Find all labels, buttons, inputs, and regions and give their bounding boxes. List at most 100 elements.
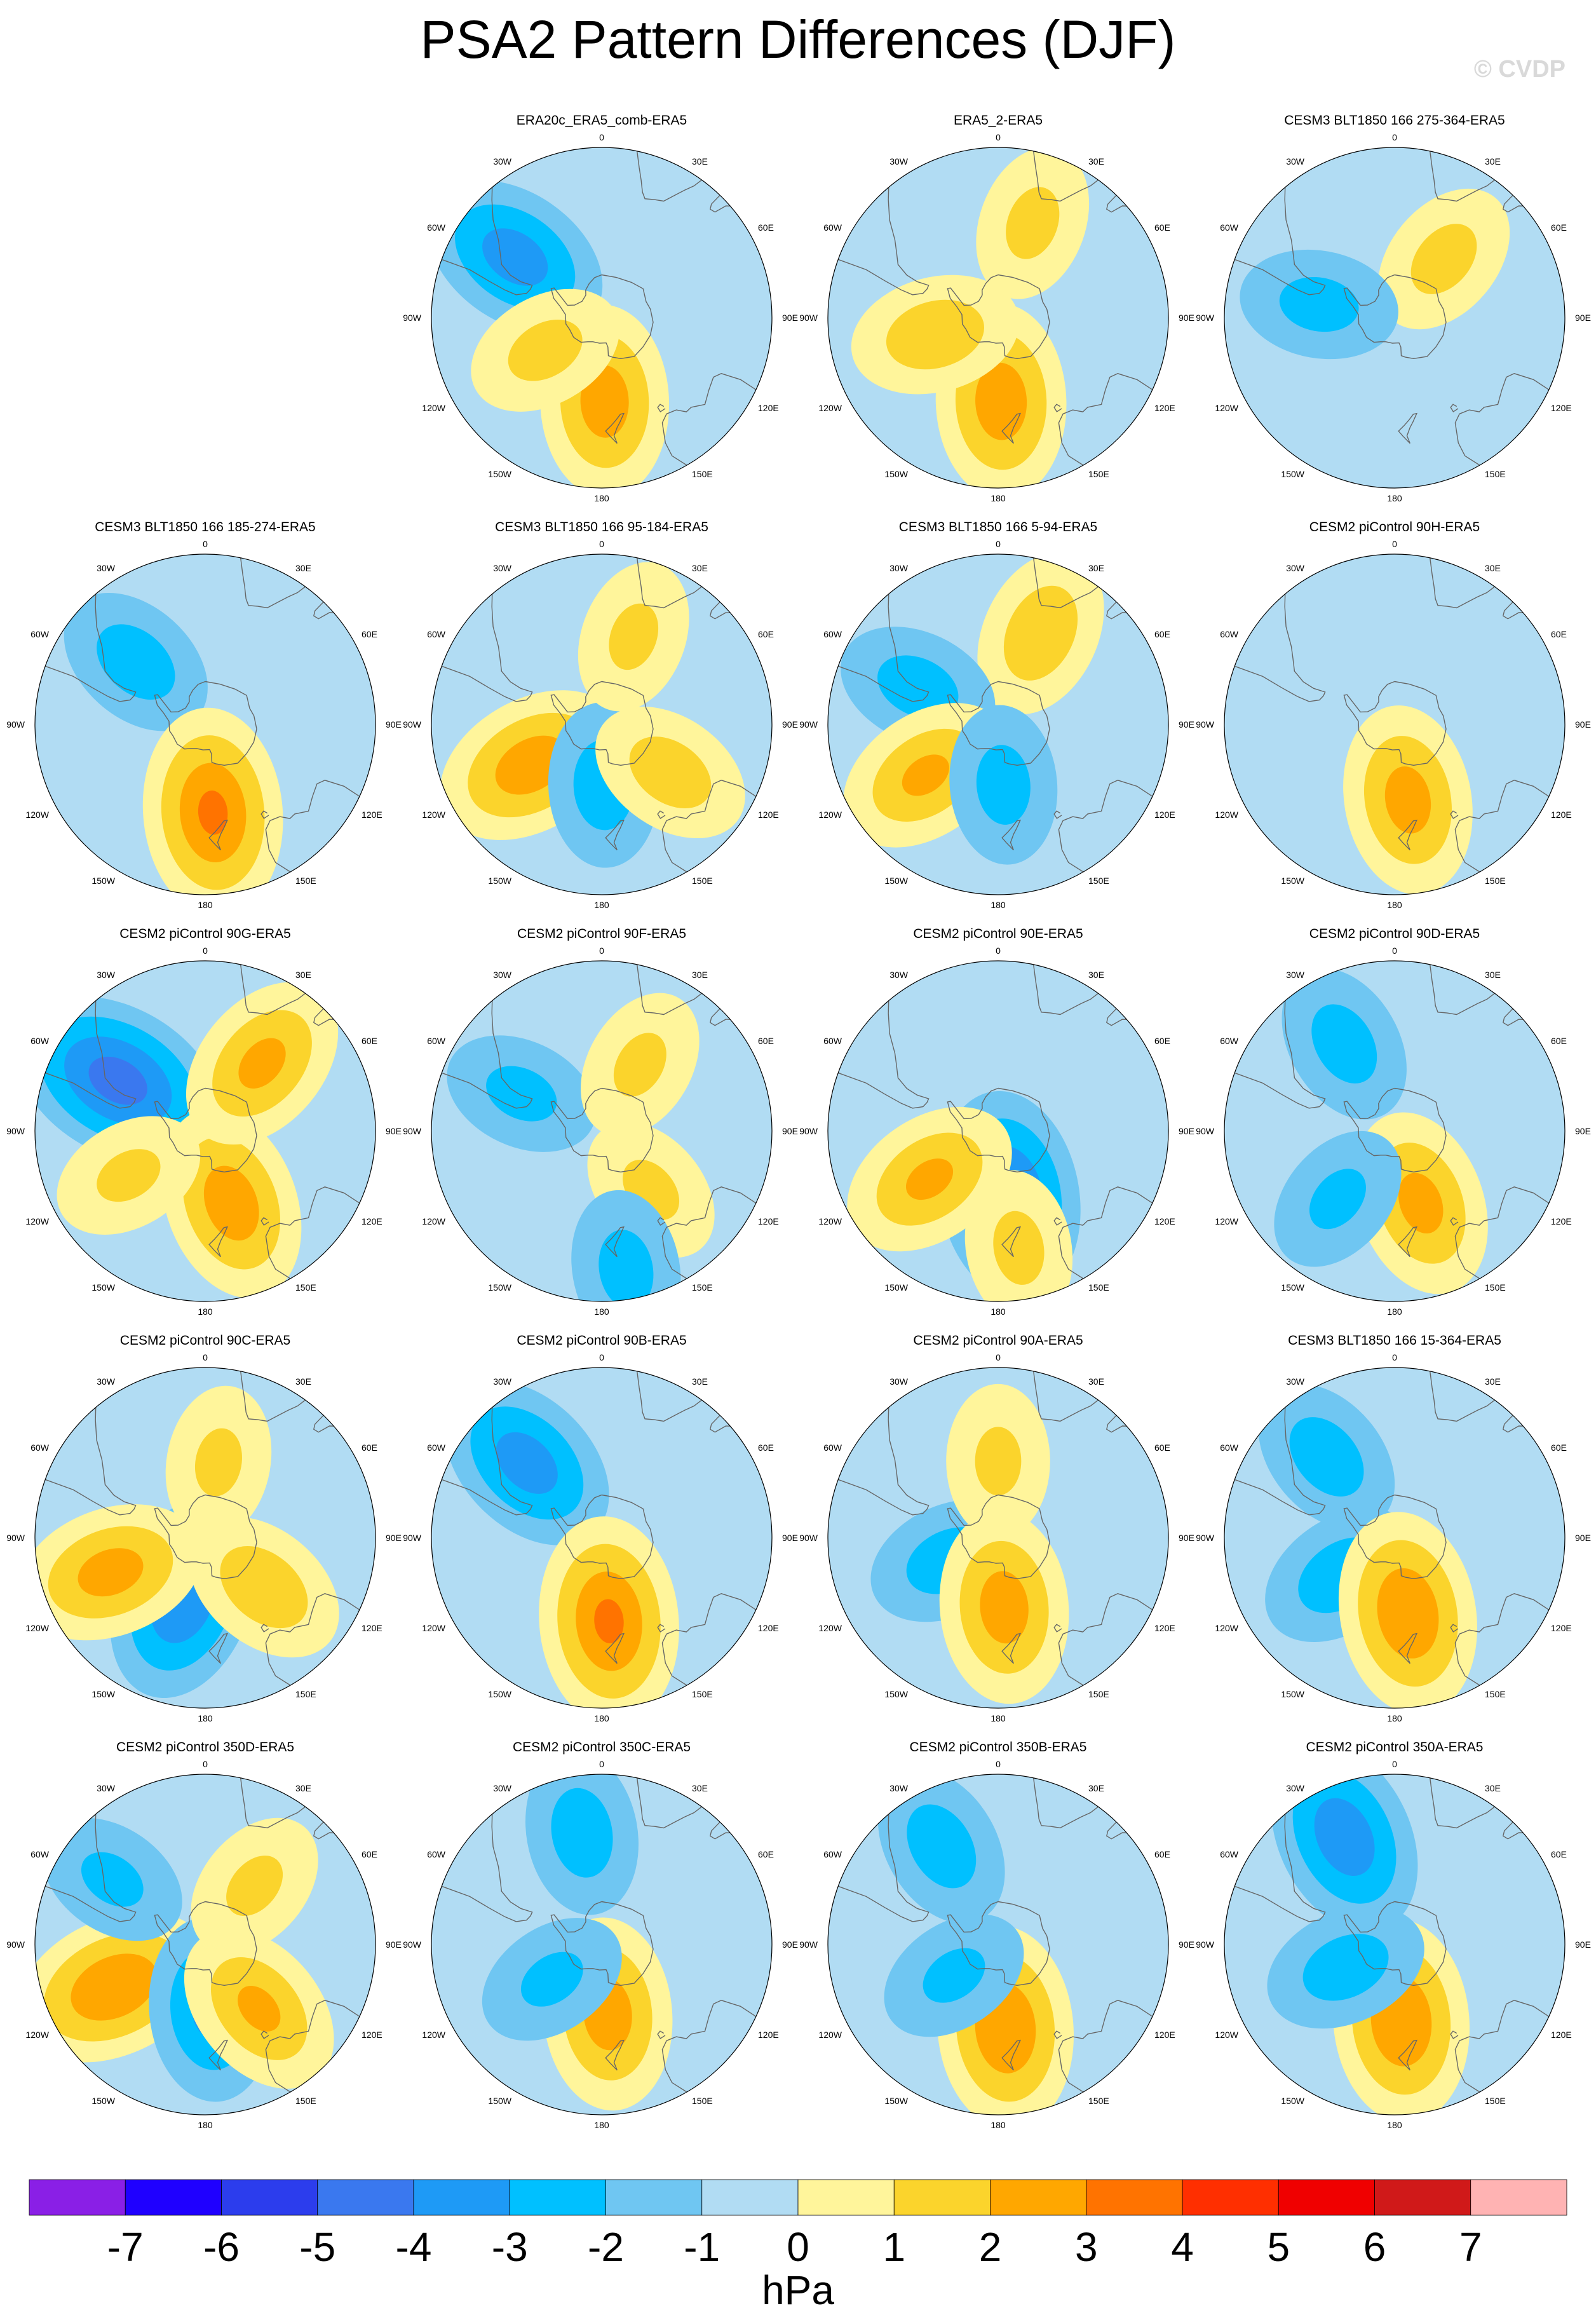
panel-title: CESM3 BLT1850 166 185-274-ERA5	[95, 520, 315, 534]
coastline	[710, 601, 731, 620]
coastline	[657, 404, 666, 412]
panel-title: CESM2 piControl 350C-ERA5	[513, 1740, 691, 1755]
longitude-label: 30W	[889, 1783, 909, 1793]
longitude-label: 120E	[1154, 1623, 1175, 1633]
coastline	[1001, 819, 1021, 851]
positive-anomaly-contour	[1398, 1172, 1444, 1234]
coastline	[657, 1624, 666, 1633]
longitude-label: 180	[198, 2120, 213, 2130]
coastline	[947, 1087, 1050, 1173]
positive-anomaly-contour	[993, 1211, 1045, 1285]
coastline	[1398, 2039, 1417, 2071]
panel-title: ERA20c_ERA5_comb-ERA5	[517, 113, 687, 128]
coastline	[260, 1624, 269, 1633]
longitude-label: 60W	[1220, 1036, 1239, 1046]
colorbar-swatch	[701, 2179, 799, 2216]
colorbar-swatch	[1182, 2179, 1279, 2216]
coastline	[637, 1371, 702, 1422]
coastline	[240, 1777, 306, 1829]
longitude-label: 120W	[818, 2030, 842, 2040]
main-title: PSA2 Pattern Differences (DJF)	[420, 10, 1176, 69]
negative-anomaly-contour	[1314, 1798, 1375, 1877]
longitude-label: 60W	[1220, 1849, 1239, 1859]
longitude-label: 180	[1387, 2120, 1402, 2130]
coastline	[154, 681, 257, 766]
coastline	[550, 1494, 654, 1580]
longitude-label: 30E	[692, 563, 708, 573]
longitude-label: 0	[996, 132, 1001, 142]
longitude-label: 60W	[30, 629, 50, 639]
longitude-label: 180	[198, 1713, 213, 1723]
longitude-label: 120W	[25, 1623, 49, 1633]
coastline	[710, 1008, 731, 1026]
negative-anomaly-contour	[1302, 1934, 1389, 2001]
longitude-label: 0	[1392, 539, 1397, 549]
longitude-label: 90W	[1196, 1126, 1215, 1136]
longitude-label: 150E	[692, 1689, 713, 1699]
longitude-label: 90W	[799, 1533, 818, 1543]
longitude-label: 30E	[692, 156, 708, 166]
longitude-label: 150E	[1088, 1282, 1109, 1293]
longitude-label: 120E	[1551, 810, 1572, 820]
longitude-label: 120W	[422, 810, 445, 820]
coastline	[657, 810, 666, 819]
coastline	[947, 1494, 1050, 1580]
longitude-label: 120W	[422, 1623, 445, 1633]
positive-anomaly-contour	[1410, 224, 1477, 294]
longitude-label: 90W	[799, 313, 818, 323]
longitude-label: 30W	[1286, 156, 1305, 166]
map-panel: CESM2 piControl 90E-ERA5 0 30E 60E 90E 120E 15…	[799, 927, 1194, 1317]
longitude-label: 60E	[1551, 1849, 1567, 1859]
positive-anomaly-contour	[71, 1953, 158, 2021]
panel-title: CESM2 piControl 90D-ERA5	[1309, 927, 1480, 941]
longitude-label: 180	[991, 493, 1006, 503]
longitude-label: 120W	[1215, 403, 1238, 413]
colorbar-swatch	[509, 2179, 606, 2216]
longitude-label: 90W	[403, 719, 422, 730]
longitude-label: 0	[599, 132, 604, 142]
longitude-label: 150E	[1485, 1282, 1506, 1293]
coastline	[1450, 810, 1459, 819]
map-panel: CESM3 BLT1850 166 5-94-ERA5 0 30E 60E 90E 120…	[799, 520, 1194, 910]
longitude-label: 60W	[1220, 1443, 1239, 1453]
longitude-label: 30W	[97, 970, 116, 980]
longitude-label: 90E	[1179, 1533, 1194, 1543]
longitude-label: 0	[203, 539, 208, 549]
colorbar-swatch	[29, 2179, 126, 2216]
longitude-label: 30W	[1286, 563, 1305, 573]
map-panel: CESM3 BLT1850 166 185-274-ERA5 0 30E 60E 90E…	[6, 520, 402, 910]
longitude-label: 60W	[427, 1036, 446, 1046]
coastline	[1430, 557, 1495, 609]
coastline	[1033, 1371, 1099, 1422]
positive-anomaly-contour	[220, 1545, 308, 1629]
coastline	[1454, 2000, 1550, 2093]
coastline	[1106, 1008, 1127, 1026]
longitude-label: 180	[1387, 900, 1402, 910]
panel-title: CESM2 piControl 90B-ERA5	[517, 1333, 686, 1348]
longitude-label: 60E	[362, 1443, 377, 1453]
colorbar-tick-label: -6	[203, 2224, 240, 2270]
longitude-label: 180	[198, 900, 213, 910]
panel-title: ERA5_2-ERA5	[954, 113, 1043, 128]
longitude-label: 60W	[1220, 629, 1239, 639]
coastline	[441, 187, 533, 295]
longitude-label: 120E	[1154, 2030, 1175, 2040]
coastline	[1033, 151, 1099, 202]
map-border	[827, 1367, 1169, 1709]
coastline	[1503, 194, 1524, 213]
coastline	[837, 1000, 930, 1109]
longitude-label: 30W	[493, 1376, 512, 1387]
map-border	[34, 1367, 376, 1709]
longitude-label: 60E	[758, 1443, 774, 1453]
coastline	[208, 1633, 228, 1664]
longitude-label: 120W	[1215, 810, 1238, 820]
colorbar-swatch	[317, 2179, 414, 2216]
longitude-label: 60W	[427, 629, 446, 639]
longitude-label: 30W	[493, 563, 512, 573]
map-panel: CESM2 piControl 90F-ERA5 0 30E 60E 90E 120E 15…	[403, 927, 798, 1317]
longitude-label: 90W	[799, 1939, 818, 1950]
positive-anomaly-contour	[594, 1599, 624, 1644]
map-panel: CESM2 piControl 90H-ERA5 0 30E 60E 90E 120E 15…	[1196, 520, 1591, 910]
longitude-label: 120W	[25, 1216, 49, 1226]
